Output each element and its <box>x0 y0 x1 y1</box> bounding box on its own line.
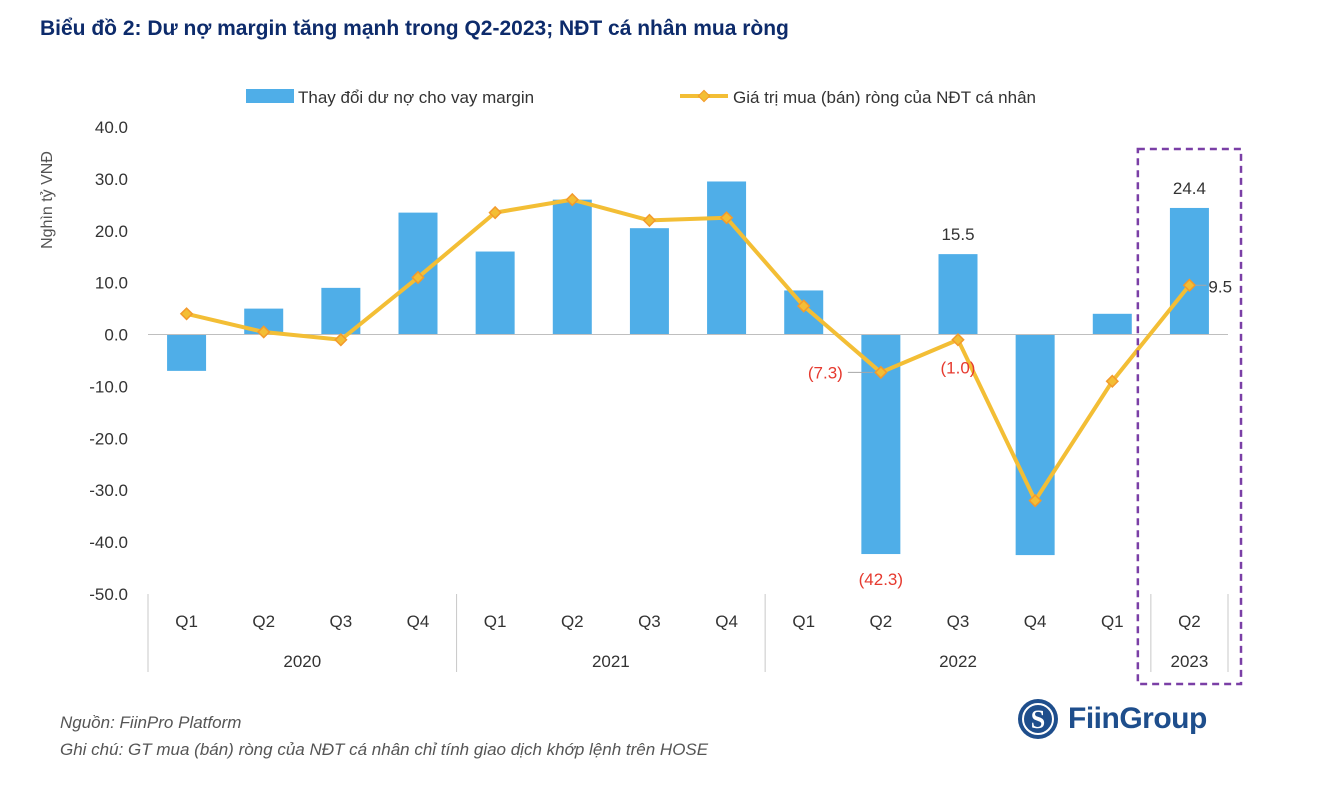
bar <box>707 181 747 335</box>
line-series <box>179 192 1197 508</box>
x-tick-label: Q4 <box>1024 612 1047 631</box>
y-tick-label: 10.0 <box>95 274 128 293</box>
legend-bar-label: Thay đổi dư nợ cho vay margin <box>298 88 534 107</box>
bar <box>1015 334 1055 556</box>
x-tick-label: Q2 <box>561 612 584 631</box>
bar <box>552 199 592 335</box>
bar <box>629 228 669 335</box>
line-point <box>1182 278 1197 292</box>
y-tick-label: -30.0 <box>89 481 128 500</box>
data-label: (1.0) <box>941 359 976 378</box>
line-point <box>719 211 734 225</box>
y-tick-label: -50.0 <box>89 585 128 604</box>
line-point <box>565 192 580 207</box>
chart-title: Biểu đồ 2: Dư nợ margin tăng mạnh trong … <box>40 17 789 40</box>
x-tick-label: Q2 <box>1178 612 1201 631</box>
x-tick-label: Q1 <box>484 612 507 631</box>
y-tick-label: 40.0 <box>95 118 128 137</box>
y-tick-label: -10.0 <box>89 377 128 396</box>
data-label: (42.3) <box>859 570 903 589</box>
line-point <box>642 213 657 228</box>
year-label: 2022 <box>939 652 977 671</box>
x-tick-label: Q3 <box>638 612 661 631</box>
line-point <box>796 299 811 313</box>
source-note: Nguồn: FiinPro Platform <box>60 713 242 732</box>
x-tick-label: Q1 <box>175 612 198 631</box>
legend-line-label: Giá trị mua (bán) ròng của NĐT cá nhân <box>733 88 1036 107</box>
y-tick-label: 0.0 <box>104 326 128 345</box>
y-tick-label: -20.0 <box>89 429 128 448</box>
line-point <box>1028 493 1042 508</box>
line-point <box>951 333 965 347</box>
legend-line-marker <box>697 89 711 103</box>
bar <box>167 334 207 371</box>
line-point <box>256 325 271 339</box>
line-point <box>1105 374 1120 388</box>
line-point <box>334 333 348 347</box>
y-tick-label: 20.0 <box>95 222 128 241</box>
svg-text:S: S <box>1031 705 1045 734</box>
x-tick-label: Q2 <box>870 612 893 631</box>
bar <box>1169 207 1209 335</box>
footnote: Ghi chú: GT mua (bán) ròng của NĐT cá nh… <box>60 740 709 759</box>
data-label: 24.4 <box>1173 179 1206 198</box>
year-label: 2023 <box>1171 652 1209 671</box>
data-labels: 15.5 (42.3) (7.3) (1.0) 24.4 9.5 <box>808 179 1232 589</box>
x-tick-label: Q4 <box>715 612 738 631</box>
line-point <box>488 205 502 220</box>
bar-series <box>167 181 1209 556</box>
x-tick-label: Q1 <box>792 612 815 631</box>
logo-text: FiinGroup <box>1068 702 1207 735</box>
bar <box>1092 313 1132 335</box>
data-label: 15.5 <box>941 225 974 244</box>
x-tick-label: Q2 <box>252 612 275 631</box>
data-label: 9.5 <box>1208 277 1232 296</box>
y-axis-ticks: 40.0 30.0 20.0 10.0 0.0 -10.0 -20.0 -30.0 -40.0 -… <box>89 118 128 604</box>
line-point <box>411 270 425 285</box>
logo-icon: S <box>1018 699 1058 739</box>
line-point <box>179 307 194 321</box>
data-label: (7.3) <box>808 363 843 382</box>
legend: Thay đổi dư nợ cho vay margin Giá trị mu… <box>246 88 1036 107</box>
x-tick-label: Q3 <box>947 612 970 631</box>
x-tick-label: Q4 <box>407 612 430 631</box>
y-tick-label: 30.0 <box>95 170 128 189</box>
y-tick-label: -40.0 <box>89 533 128 552</box>
bar <box>938 254 978 335</box>
x-tick-label: Q3 <box>330 612 353 631</box>
series-line <box>186 197 1191 503</box>
line-point <box>874 365 888 380</box>
fiingroup-logo: S FiinGroup <box>1016 697 1207 741</box>
x-tick-label: Q1 <box>1101 612 1124 631</box>
bar <box>475 251 515 335</box>
legend-bar-swatch <box>246 89 294 103</box>
x-axis: Q1 Q2 Q3 Q4 Q1 Q2 Q3 Q4 Q1 Q2 Q3 Q4 Q1 Q2 2020 2021 2022… <box>147 594 1229 672</box>
y-axis-title: Nghìn tỷ VNĐ <box>39 151 56 249</box>
year-label: 2021 <box>592 652 630 671</box>
year-label: 2020 <box>283 652 321 671</box>
highlight-box <box>1136 147 1243 686</box>
